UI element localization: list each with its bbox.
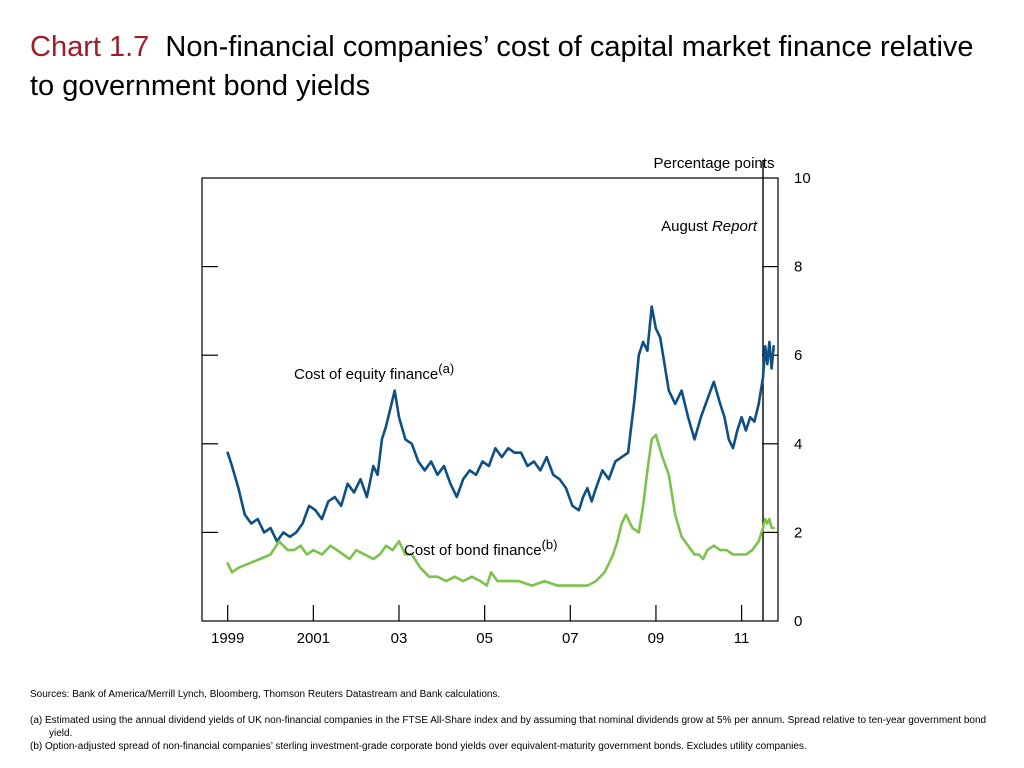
sources-note: Sources: Bank of America/Merrill Lynch, … xyxy=(30,689,501,700)
x-tick-label: 05 xyxy=(476,630,493,647)
y-tick-label: 2 xyxy=(794,524,802,541)
footnote-a: (a) Estimated using the annual dividend … xyxy=(30,715,987,739)
axis-ticks xyxy=(202,160,778,621)
chart-labels: 0 2 4 6 8 10 1999 2001 03 05 07 09 11 Percentage poin… xyxy=(211,155,811,647)
bond-series-label: Cost of bond finance(b) xyxy=(404,537,557,559)
y-tick-label: 4 xyxy=(794,436,802,453)
footnotes: Sources: Bank of America/Merrill Lynch, … xyxy=(30,688,1005,753)
august-report-label: August Report xyxy=(661,218,758,235)
chart-number: Chart 1.7 xyxy=(30,31,150,63)
x-tick-label: 1999 xyxy=(211,630,244,647)
y-tick-label: 8 xyxy=(794,259,802,276)
x-tick-label: 2001 xyxy=(297,630,330,647)
chart-title-text: Non-financial companies’ cost of capital… xyxy=(30,31,974,102)
bond-series-line xyxy=(226,433,775,587)
chart-title: Chart 1.7 Non-financial companies’ cost … xyxy=(30,28,990,106)
y-tick-label: 10 xyxy=(794,170,811,187)
y-tick-label: 0 xyxy=(794,613,802,630)
equity-series-label: Cost of equity finance(a) xyxy=(294,361,454,383)
plot-frame xyxy=(201,177,779,622)
x-tick-label: 11 xyxy=(734,630,750,647)
y-axis-label: Percentage points xyxy=(654,155,775,172)
x-tick-label: 09 xyxy=(648,630,665,647)
y-tick-label: 6 xyxy=(794,347,802,364)
series-lines xyxy=(226,305,775,587)
footnote-b: (b) Option-adjusted spread of non-financ… xyxy=(30,741,807,752)
x-tick-label: 03 xyxy=(391,630,408,647)
equity-series-line xyxy=(226,305,775,543)
x-tick-label: 07 xyxy=(562,630,579,647)
